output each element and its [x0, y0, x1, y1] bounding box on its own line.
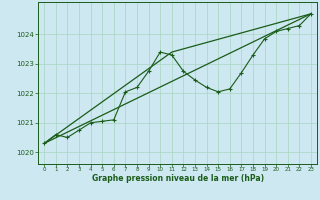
X-axis label: Graphe pression niveau de la mer (hPa): Graphe pression niveau de la mer (hPa)	[92, 174, 264, 183]
